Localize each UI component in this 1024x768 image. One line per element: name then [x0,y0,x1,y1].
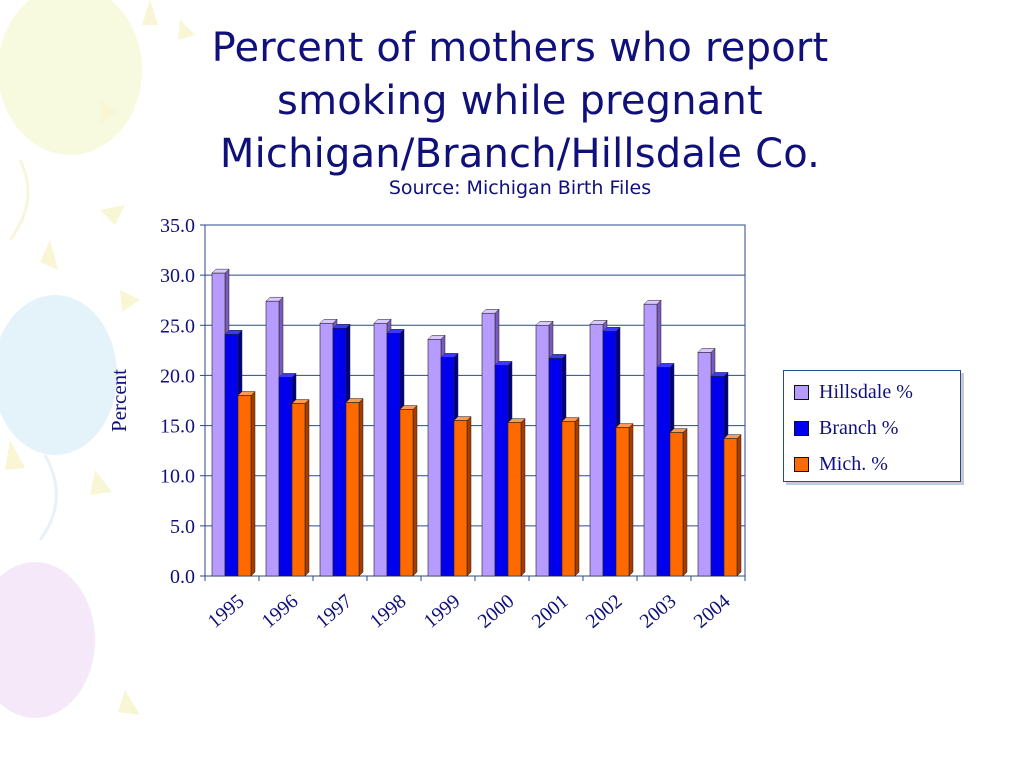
bar-side-mich [358,397,364,577]
bar-branch [710,376,725,577]
y-tick-label: 10.0 [160,466,195,488]
bar-hillsdale [481,312,496,577]
bar-hillsdale [427,339,442,577]
y-axis-label: Percent [107,369,131,432]
bar-branch [656,367,671,577]
bar-branch [224,334,239,577]
bar-mich [561,421,576,577]
bar-side-mich [736,434,742,577]
bar-branch [332,327,347,577]
y-tick-label: 20.0 [160,365,195,387]
slide-title-line-3: Michigan/Branch/Hillsdale Co. [219,131,821,177]
bar-hillsdale [265,300,280,577]
y-tick-label: 15.0 [160,416,195,438]
bar-branch [278,377,293,577]
legend-label-hillsdale: Hillsdale % [819,380,913,403]
bar-mich [453,420,468,577]
slide-subtitle: Source: Michigan Birth Files [388,177,652,199]
x-tick-label: 1995 [204,590,249,633]
legend-swatch-hillsdale [794,384,809,400]
legend-item-hillsdale: Hillsdale % [794,379,913,405]
bar-branch [386,333,401,577]
bar-side-mich [628,422,634,577]
bar-mich [669,432,684,577]
bar-mich [399,409,414,577]
bar-branch [602,331,617,577]
bar-side-mich [304,398,310,577]
bar-side-mich [466,415,472,577]
bar-hillsdale [319,322,334,577]
bar-mich [615,427,630,577]
bar-mich [237,395,252,577]
x-tick-label: 1999 [420,590,465,633]
x-tick-label: 2000 [474,590,519,633]
slide-title-block: Percent of mothers who report smoking wh… [90,22,950,201]
bar-mich [723,438,738,577]
bar-hillsdale [373,322,388,577]
bar-side-mich [682,427,688,577]
legend-item-branch: Branch % [794,415,898,441]
bar-mich [345,402,360,577]
y-tick-label: 35.0 [160,215,195,237]
y-tick-label: 5.0 [170,516,195,538]
y-tick-label: 25.0 [160,315,195,337]
x-tick-label: 2001 [528,590,573,633]
x-tick-label: 1998 [366,590,411,633]
bar-mich [507,422,522,577]
y-tick-label: 30.0 [160,265,195,287]
bar-side-mich [574,416,580,577]
bar-branch [494,365,509,577]
bar-branch [440,357,455,577]
legend-item-mich: Mich. % [794,451,888,477]
bar-hillsdale [589,323,604,577]
bar-branch [548,358,563,577]
x-tick-label: 2002 [582,590,627,633]
chart-legend: Hillsdale % Branch % Mich. % [783,370,961,482]
slide-title-line-1: Percent of mothers who report [211,25,829,71]
legend-swatch-branch [794,420,809,436]
bar-mich [291,403,306,577]
legend-label-branch: Branch % [819,416,899,439]
x-tick-label: 2003 [636,590,681,633]
y-tick-label: 0.0 [170,566,195,588]
x-tick-label: 1996 [258,590,303,633]
bar-hillsdale [697,352,712,577]
bar-hillsdale [643,303,658,577]
bar-side-mich [412,404,418,577]
legend-swatch-mich [794,456,809,472]
bar-hillsdale [211,272,226,577]
legend-label-mich: Mich. % [819,452,888,475]
x-tick-label: 2004 [690,590,735,633]
x-tick-label: 1997 [312,590,357,633]
slide-title-line-2: smoking while pregnant [277,78,763,124]
bar-side-mich [250,390,256,577]
bar-hillsdale [535,324,550,577]
bar-side-mich [520,417,526,577]
